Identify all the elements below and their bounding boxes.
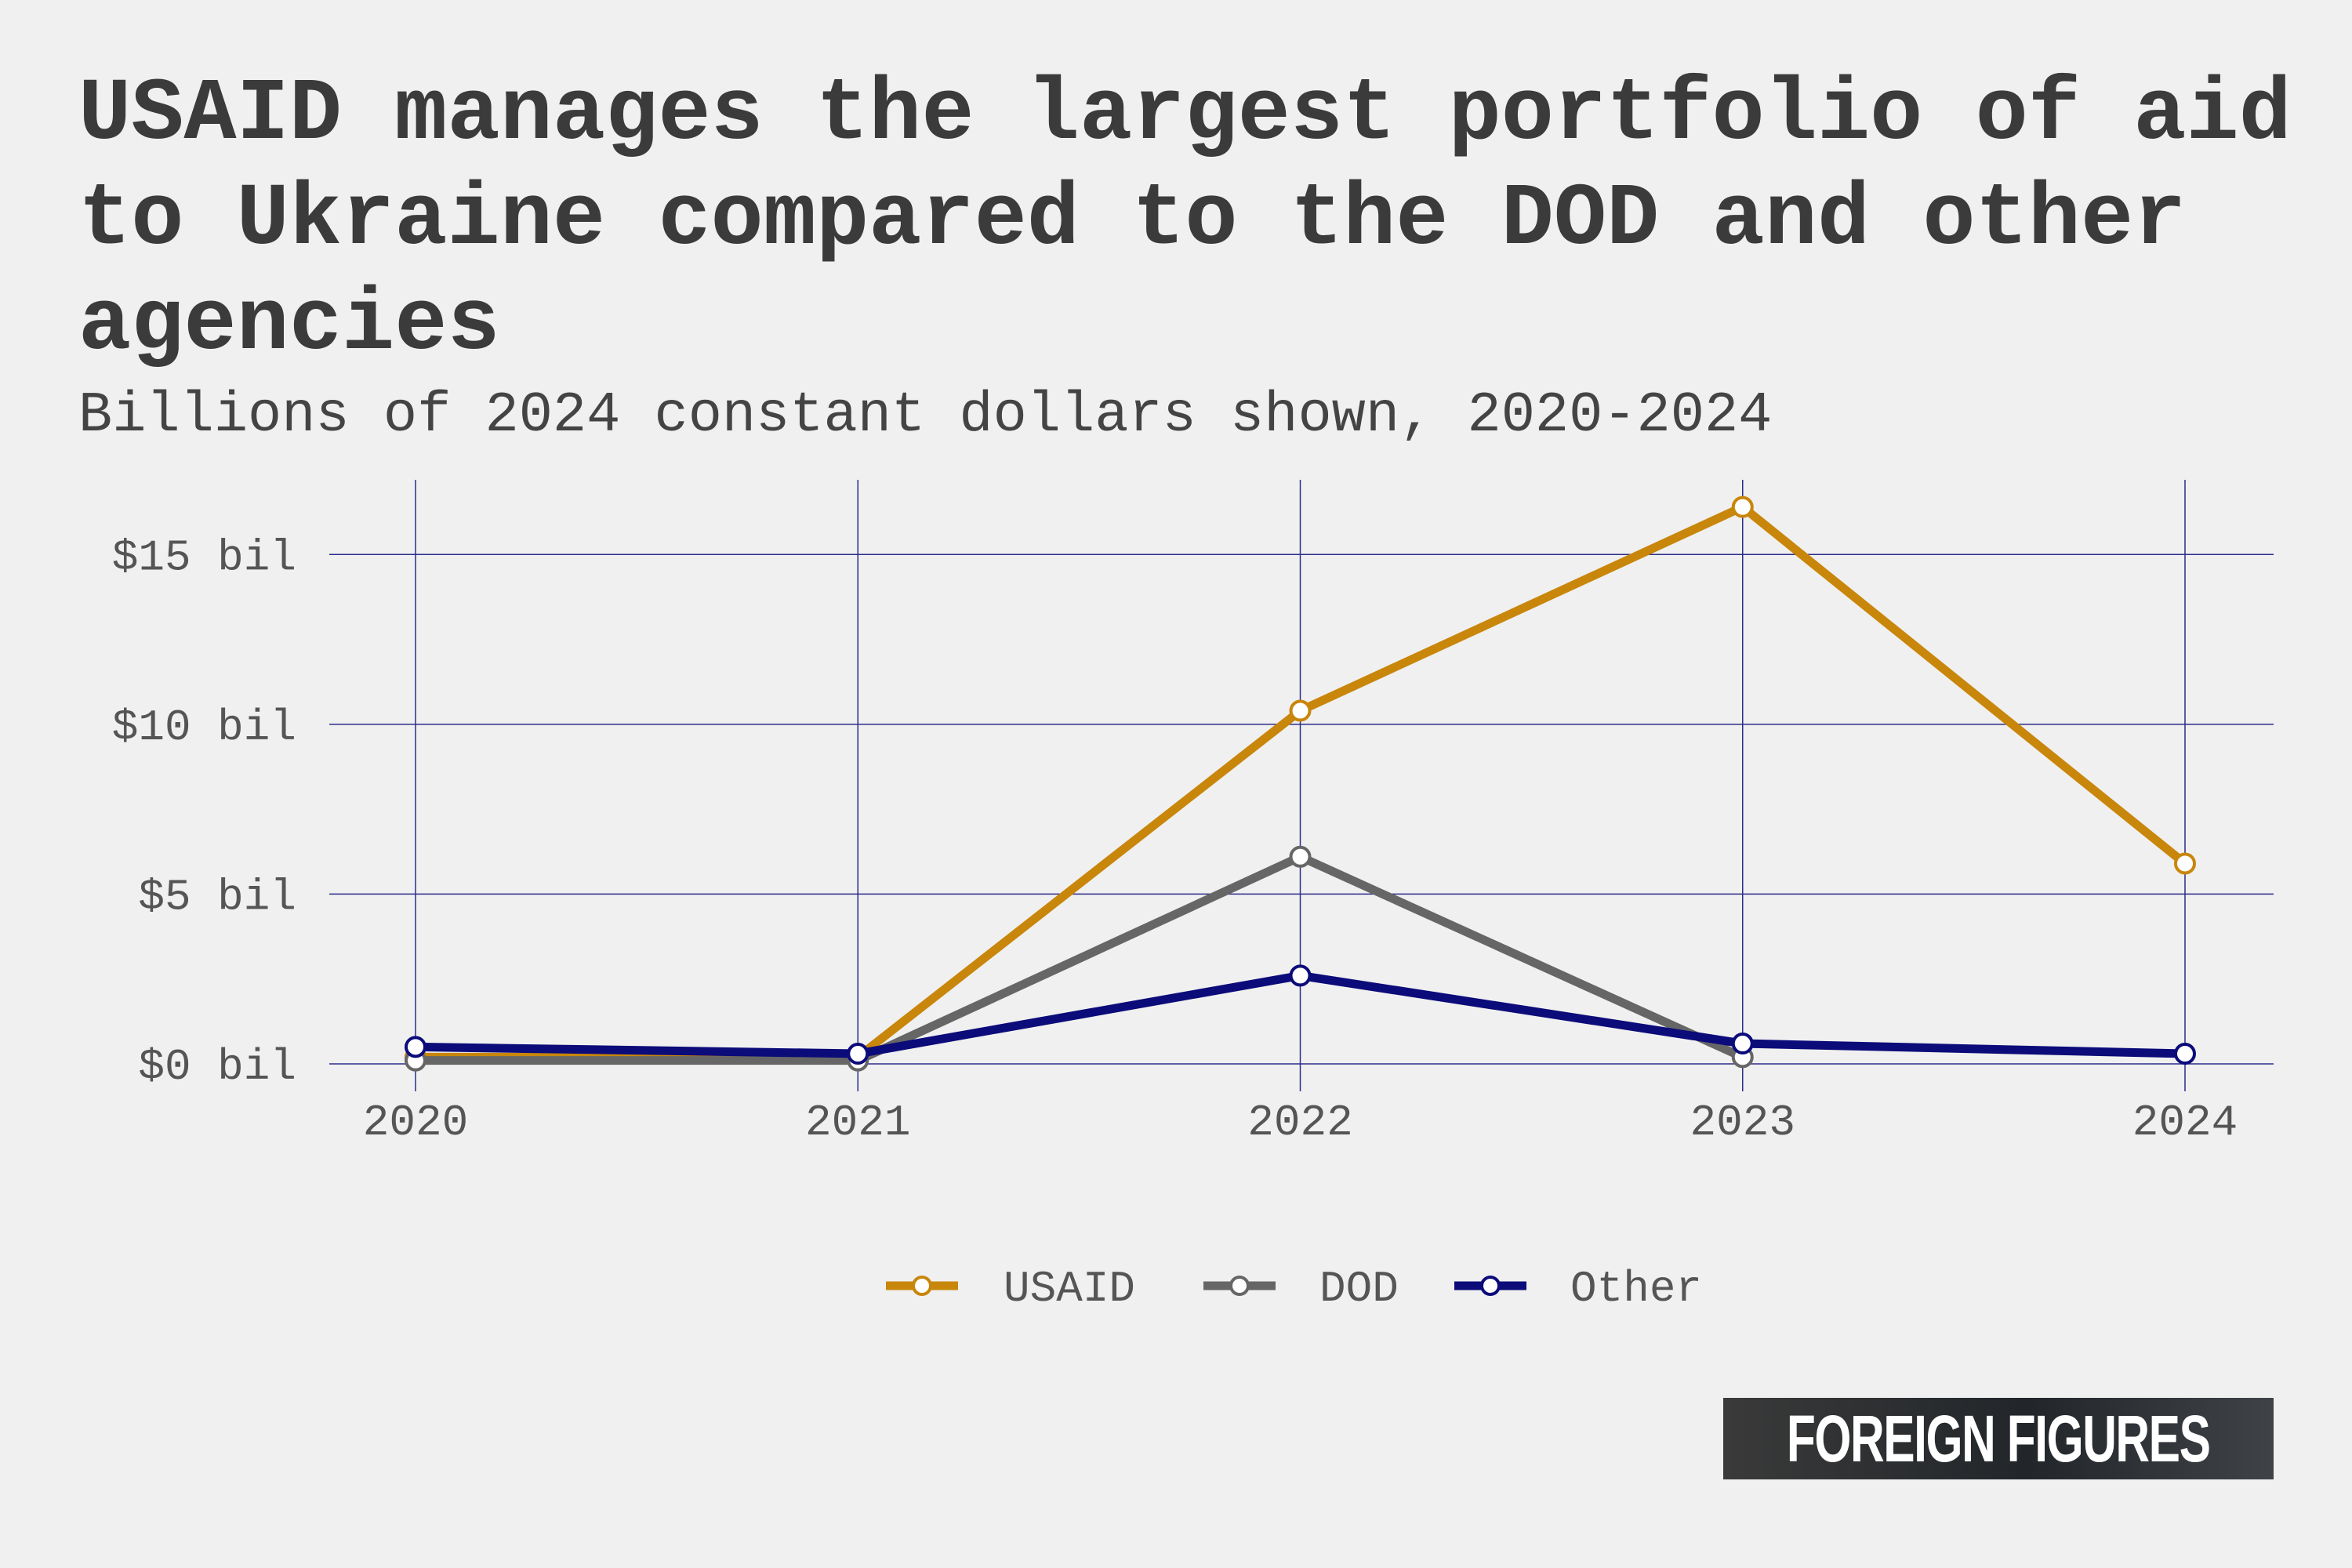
series-other [405,964,2196,1065]
y-tick-label: $10 bil [112,702,296,753]
data-point-other [405,1036,426,1058]
series-lines [405,495,2196,1072]
data-point-usaid [2174,852,2196,875]
data-point-usaid [1731,495,1754,518]
data-point-other [1289,964,1312,987]
data-point-dod [1289,845,1312,868]
legend-swatch-marker [1229,1276,1250,1296]
legend-swatch-marker [912,1276,932,1296]
chart-subtitle: Billions of 2024 constant dollars shown,… [78,383,1773,448]
legend-item-dod: DOD [1203,1264,1399,1314]
legend: USAID DOD Other [886,1264,1702,1314]
x-tick-label: 2023 [1690,1098,1795,1148]
legend-label: Other [1570,1264,1702,1314]
x-tick-label: 2021 [805,1098,910,1148]
series-line-dod [411,852,1748,1065]
legend-label: DOD [1319,1264,1399,1314]
brand-logo: FOREIGN FIGURES [1723,1398,2274,1479]
data-point-other [847,1043,869,1065]
data-point-usaid [1289,699,1312,722]
legend-swatch-marker [1480,1276,1501,1296]
legend-item-usaid: USAID [886,1264,1135,1314]
data-point-other [1731,1033,1754,1055]
grid-lines [329,480,2274,1091]
y-tick-label: $5 bil [138,872,296,922]
y-tick-label: $0 bil [138,1042,296,1092]
data-point-other [2174,1043,2196,1065]
brand-logo-text: FOREIGN FIGURES [1787,1401,2211,1475]
x-tick-label: 2024 [2132,1098,2238,1148]
chart-title: USAID manages the largest portfolio of a… [78,65,2292,375]
x-tick-label: 2022 [1247,1098,1352,1148]
x-tick-label: 2020 [363,1098,468,1148]
legend-item-other: Other [1454,1264,1702,1314]
y-tick-label: $15 bil [112,532,296,583]
legend-label: USAID [1004,1264,1135,1314]
axis-tick-labels: $0 bil $5 bil $10 bil $15 bil 2020 2021 2022 20… [112,532,2238,1148]
